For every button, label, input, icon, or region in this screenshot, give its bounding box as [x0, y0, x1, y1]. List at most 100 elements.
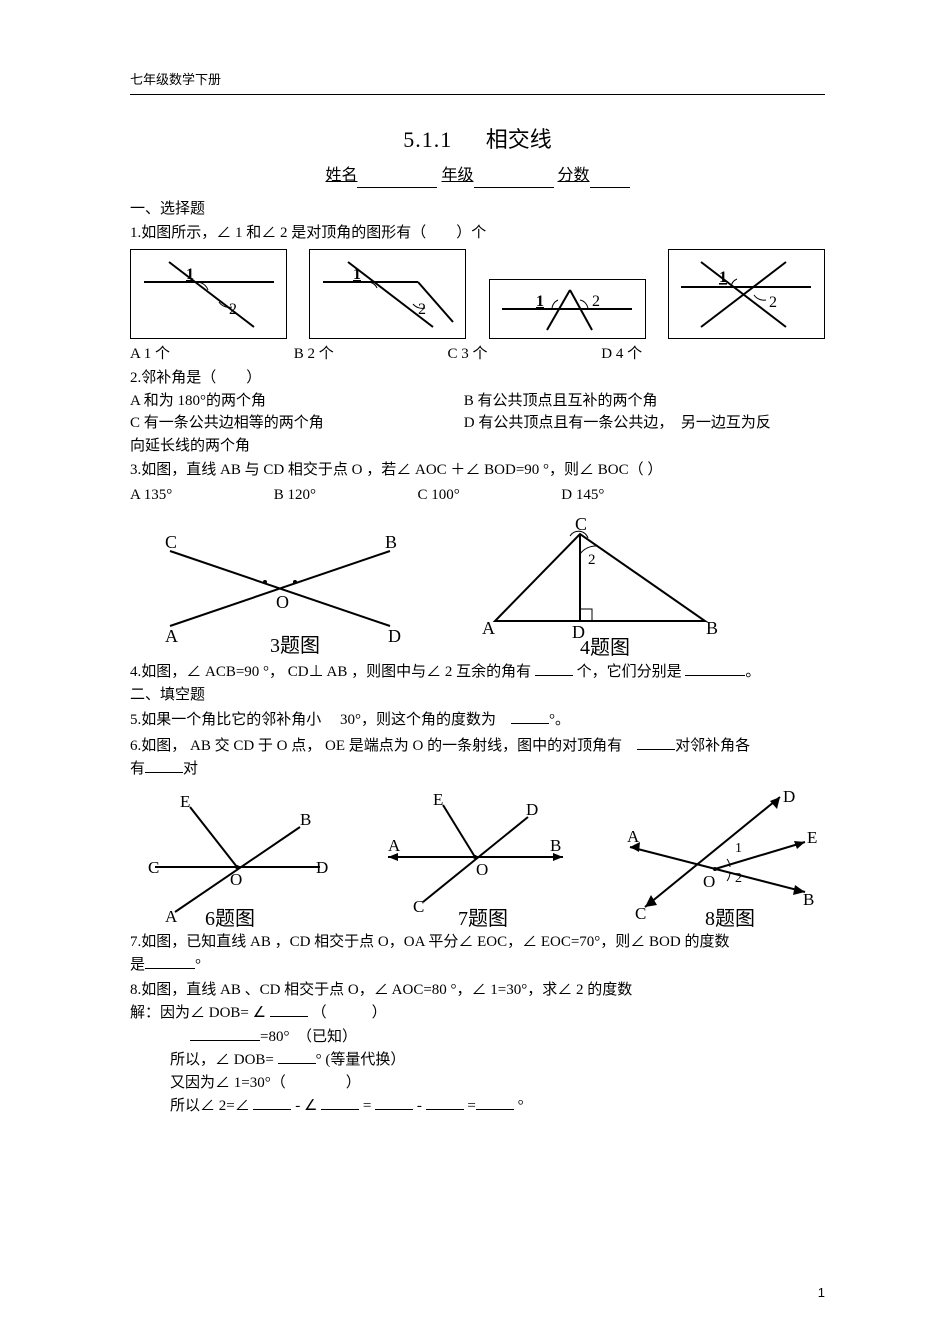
q4-blank1[interactable] — [535, 660, 573, 676]
q4-part-b: 个，它们分别是 — [577, 664, 686, 680]
svg-text:6题图: 6题图 — [205, 908, 255, 927]
q8-step5: 所以∠ 2=∠ - ∠ = - = ° — [130, 1094, 825, 1118]
svg-text:B: B — [385, 532, 397, 552]
svg-text:B: B — [803, 890, 814, 909]
q1-options: A 1 个 B 2 个 C 3 个 D 4 个 — [130, 343, 825, 366]
svg-text:1: 1 — [719, 269, 727, 286]
svg-text:B: B — [550, 836, 561, 855]
svg-text:O: O — [230, 870, 242, 889]
q3-text: 3.如图，直线 AB 与 CD 相交于点 O ，若∠ AOC ＋∠ BOD=90… — [130, 459, 825, 482]
svg-text:E: E — [433, 790, 443, 809]
label-name: 姓名 — [325, 167, 357, 184]
q7-part-b: 是 — [130, 957, 145, 973]
q8-blank5[interactable] — [321, 1094, 359, 1110]
q8-s1b: （ ） — [312, 1005, 387, 1021]
q5-blank[interactable] — [511, 708, 549, 724]
q8-blank2[interactable] — [190, 1025, 260, 1041]
q4-blank2[interactable] — [685, 660, 745, 676]
page: 七年级数学下册 5.1.1 相交线 姓名 年级 分数 一、选择题 1.如图所示，… — [0, 0, 945, 1338]
q6-part-b: 对邻补角各 — [675, 738, 750, 754]
q8-s5c: = — [363, 1098, 375, 1114]
q3-opt-b: B 120° — [274, 484, 414, 507]
q1-opt-a: A 1 个 — [130, 343, 290, 366]
q8-s5a: 所以∠ 2=∠ — [170, 1098, 253, 1114]
q1-fig1-svg: 1 2 — [134, 252, 284, 336]
svg-text:E: E — [180, 792, 190, 811]
q1-fig3-svg: 1 2 — [492, 282, 642, 336]
q2-opt-c: C 有一条公共边相等的两个角 — [130, 412, 460, 435]
blank-grade[interactable] — [474, 169, 554, 188]
svg-text:4题图: 4题图 — [580, 637, 630, 656]
q8-blank1[interactable] — [270, 1001, 308, 1017]
svg-text:2: 2 — [769, 294, 777, 311]
q8-blank8[interactable] — [476, 1094, 514, 1110]
q1-opt-b: B 2 个 — [294, 343, 444, 366]
q8-step2: =80° （已知） — [130, 1025, 825, 1049]
q1-fig4-svg: 1 2 — [671, 252, 821, 336]
q6-part-a: 6.如图， AB 交 CD 于 O 点， OE 是端点为 O 的一条射线，图中的… — [130, 738, 637, 754]
svg-text:2: 2 — [588, 552, 596, 568]
svg-text:A: A — [627, 827, 640, 846]
q8-s1a: 解：因为∠ DOB= ∠ — [130, 1005, 270, 1021]
q8-s3b: ° (等量代换） — [316, 1052, 406, 1068]
svg-text:D: D — [526, 800, 538, 819]
q8-blank3[interactable] — [278, 1048, 316, 1064]
q5-text: 5.如果一个角比它的邻补角小 30°，则这个角的度数为 °。 — [130, 708, 825, 732]
svg-text:1: 1 — [353, 266, 361, 283]
title-text: 相交线 — [486, 127, 552, 152]
label-score: 分数 — [558, 167, 590, 184]
q2-opt-d: D 有公共顶点且有一条公共边， 另一边互为反 — [464, 415, 771, 431]
svg-text:1: 1 — [735, 841, 742, 856]
svg-text:3题图: 3题图 — [270, 635, 320, 656]
svg-text:7题图: 7题图 — [458, 908, 508, 927]
q8-s3a: 所以，∠ DOB= — [170, 1052, 278, 1068]
svg-text:2: 2 — [592, 293, 600, 310]
q7-part-c: ° — [195, 957, 201, 973]
q7-text: 7.如图，已知直线 AB ，CD 相交于点 O，OA 平分∠ EOC，∠ EOC… — [130, 931, 825, 954]
q2-line1: A 和为 180°的两个角 B 有公共顶点且互补的两个角 — [130, 390, 825, 413]
svg-text:E: E — [807, 828, 817, 847]
svg-text:A: A — [482, 618, 495, 638]
svg-text:C: C — [165, 532, 177, 552]
q3-opt-c: C 100° — [418, 484, 558, 507]
body: 一、选择题 1.如图所示，∠ 1 和∠ 2 是对顶角的图形有（ ）个 1 2 — [130, 198, 825, 1118]
q5-part-b: °。 — [549, 712, 570, 728]
q1-fig-2: 1 2 — [309, 249, 466, 339]
blank-name[interactable] — [357, 169, 437, 188]
page-number: 1 — [818, 1283, 825, 1303]
svg-text:C: C — [148, 858, 159, 877]
svg-text:C: C — [413, 897, 424, 916]
svg-text:C: C — [635, 904, 646, 923]
q1-fig-3: 1 2 — [489, 279, 646, 339]
q8-s2a: =80° （已知） — [260, 1029, 357, 1045]
q6-text: 6.如图， AB 交 CD 于 O 点， OE 是端点为 O 的一条射线，图中的… — [130, 734, 825, 758]
q8-step1: 解：因为∠ DOB= ∠ （ ） — [130, 1001, 825, 1025]
q8-s5e: = — [467, 1098, 475, 1114]
q8-blank4[interactable] — [253, 1094, 291, 1110]
title-number: 5.1.1 — [403, 127, 452, 152]
q2-opt-b: B 有公共顶点且互补的两个角 — [464, 393, 658, 409]
q6-part-c: 有 — [130, 761, 145, 777]
svg-text:A: A — [388, 836, 401, 855]
q8-blank6[interactable] — [375, 1094, 413, 1110]
svg-text:D: D — [316, 858, 328, 877]
fig7-svg: E D A B C O 7题图 — [368, 787, 578, 927]
name-line: 姓名 年级 分数 — [130, 164, 825, 188]
q8-s5d: - — [417, 1098, 426, 1114]
blank-score[interactable] — [590, 169, 630, 188]
q3q4-figures: C B A D O 3题图 2 C A B D 4题图 — [130, 516, 825, 656]
svg-text:D: D — [388, 626, 401, 646]
q8-step3: 所以，∠ DOB= ° (等量代换） — [130, 1048, 825, 1072]
section-2-heading: 二、填空题 — [130, 684, 825, 707]
q7-blank[interactable] — [145, 953, 195, 969]
svg-text:1: 1 — [536, 293, 544, 310]
svg-text:O: O — [276, 592, 289, 612]
q8-blank7[interactable] — [426, 1094, 464, 1110]
q4-part-a: 4.如图，∠ ACB=90 °， CD⊥ AB ，则图中与∠ 2 互余的角有 — [130, 664, 535, 680]
q6-blank1[interactable] — [637, 734, 675, 750]
fig3-svg: C B A D O 3题图 — [130, 516, 430, 656]
q3-opt-a: A 135° — [130, 484, 270, 507]
q6-blank2[interactable] — [145, 757, 183, 773]
q4-text: 4.如图，∠ ACB=90 °， CD⊥ AB ，则图中与∠ 2 互余的角有 个… — [130, 660, 825, 684]
label-grade: 年级 — [441, 167, 473, 184]
